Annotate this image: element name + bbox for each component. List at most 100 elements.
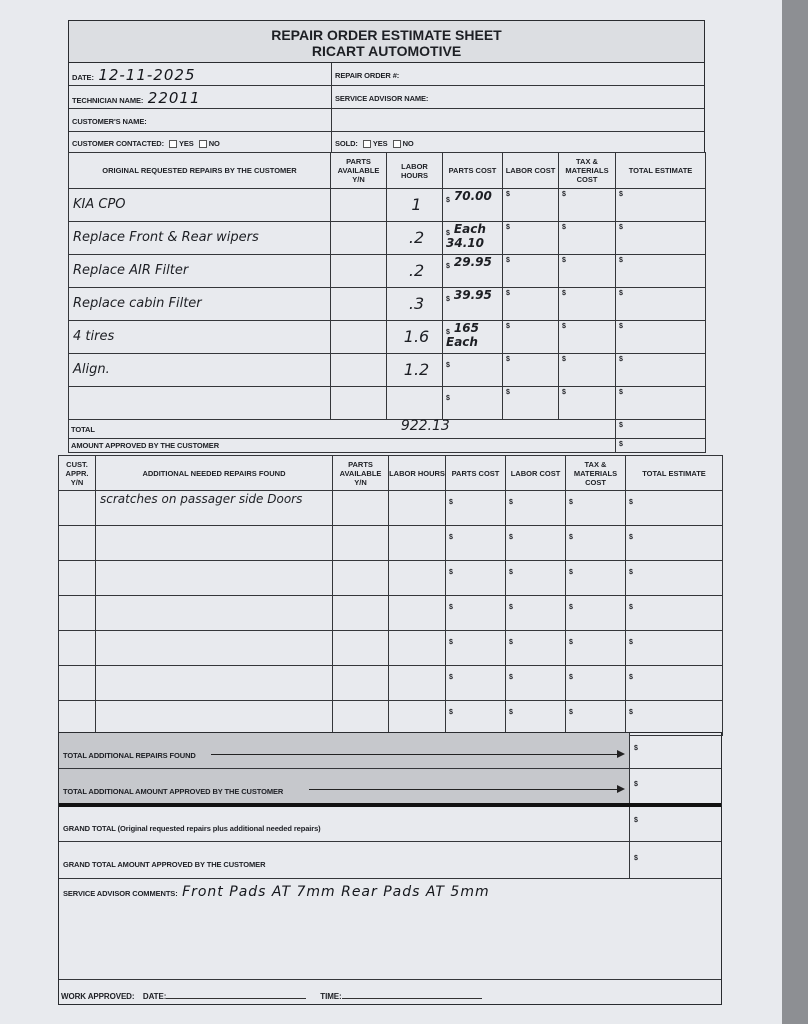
parts-cost[interactable]: $39.95 [442, 287, 503, 321]
labor-cost[interactable]: $ [502, 188, 559, 222]
parts-cost[interactable]: $ [445, 490, 506, 526]
total-estimate[interactable]: $ [625, 595, 723, 631]
labor-hours[interactable]: 1 [386, 186, 443, 220]
total-estimate[interactable]: $ [615, 221, 706, 255]
customer-approved[interactable] [58, 595, 96, 631]
parts-cost[interactable]: $ Each 34.10 [442, 221, 503, 255]
customer-approved[interactable] [58, 665, 96, 701]
labor-cost[interactable]: $ [502, 221, 559, 255]
contacted-yes-checkbox[interactable] [169, 140, 177, 149]
tax-materials-cost[interactable]: $ [565, 595, 626, 631]
labor-cost[interactable]: $ [505, 630, 566, 666]
total-estimate[interactable]: $ [615, 287, 706, 321]
labor-hours[interactable]: .2 [386, 252, 443, 286]
parts-available[interactable] [332, 490, 389, 526]
repair-description[interactable]: Replace AIR Filter [68, 252, 331, 286]
parts-available[interactable] [332, 525, 389, 561]
repair-description[interactable]: scratches on passager side Doors [95, 490, 333, 526]
labor-hours[interactable] [388, 595, 446, 631]
parts-available[interactable] [332, 630, 389, 666]
tax-materials-cost[interactable]: $ [558, 221, 616, 255]
labor-cost[interactable]: $ [505, 665, 566, 701]
sold-yes-checkbox[interactable] [362, 140, 371, 149]
labor-cost[interactable]: $ [502, 386, 559, 420]
labor-hours[interactable] [388, 700, 446, 736]
tax-materials-cost[interactable]: $ [558, 386, 616, 420]
tax-materials-cost[interactable]: $ [558, 353, 616, 387]
labor-hours[interactable] [388, 525, 446, 561]
total-estimate[interactable]: $ [615, 353, 706, 387]
parts-cost[interactable]: $165 Each [442, 320, 503, 354]
customer-approved[interactable] [58, 630, 96, 666]
date-line[interactable] [166, 998, 307, 999]
tax-materials-cost[interactable]: $ [565, 630, 626, 666]
date-field[interactable]: DATE: 12-11-2025 [72, 66, 196, 85]
repair-description[interactable] [95, 525, 333, 561]
parts-available[interactable] [330, 188, 387, 222]
tax-materials-cost[interactable]: $ [558, 287, 616, 321]
repair-description[interactable] [95, 630, 333, 666]
labor-hours[interactable] [388, 665, 446, 701]
customer-approved[interactable] [58, 490, 96, 526]
tax-materials-cost[interactable]: $ [565, 560, 626, 596]
technician-field[interactable]: TECHNICIAN NAME: 22011 [72, 89, 201, 108]
parts-cost[interactable]: $70.00 [442, 188, 503, 222]
tax-materials-cost[interactable]: $ [558, 320, 616, 354]
parts-available[interactable] [332, 595, 389, 631]
labor-hours[interactable] [388, 560, 446, 596]
total-estimate[interactable]: $ [625, 700, 723, 736]
contacted-no-checkbox[interactable] [198, 140, 207, 149]
tax-materials-cost[interactable]: $ [558, 254, 616, 288]
parts-available[interactable] [330, 320, 387, 354]
parts-cost[interactable]: $ [445, 525, 506, 561]
total-estimate[interactable]: $ [625, 630, 723, 666]
parts-available[interactable] [330, 287, 387, 321]
total-estimate[interactable]: $ [625, 525, 723, 561]
parts-available[interactable] [330, 221, 387, 255]
customer-approved[interactable] [58, 560, 96, 596]
labor-cost[interactable]: $ [505, 700, 566, 736]
repair-description[interactable] [95, 595, 333, 631]
parts-cost[interactable]: $ [442, 353, 503, 387]
total-estimate[interactable]: $ [615, 320, 706, 354]
total-estimate[interactable]: $ [625, 490, 723, 526]
repair-description[interactable]: Replace Front & Rear wipers [68, 219, 331, 253]
approved-amount[interactable]: $ [615, 438, 706, 453]
parts-available[interactable] [330, 386, 387, 420]
labor-cost[interactable]: $ [505, 525, 566, 561]
parts-available[interactable] [330, 353, 387, 387]
labor-hours[interactable]: .2 [386, 219, 443, 253]
repair-description[interactable] [95, 665, 333, 701]
labor-cost[interactable]: $ [505, 560, 566, 596]
labor-cost[interactable]: $ [502, 254, 559, 288]
total-estimate[interactable]: $ [615, 254, 706, 288]
parts-cost[interactable]: $ [445, 630, 506, 666]
customer-approved[interactable] [58, 525, 96, 561]
labor-hours[interactable] [388, 630, 446, 666]
parts-available[interactable] [332, 700, 389, 736]
tax-materials-cost[interactable]: $ [565, 700, 626, 736]
tax-materials-cost[interactable]: $ [558, 188, 616, 222]
comments-field[interactable]: SERVICE ADVISOR COMMENTS: Front Pads AT … [63, 883, 490, 901]
labor-cost[interactable]: $ [502, 287, 559, 321]
total-estimate[interactable]: $ [615, 386, 706, 420]
parts-cost[interactable]: $ [445, 665, 506, 701]
parts-cost[interactable]: $ [442, 386, 503, 420]
parts-available[interactable] [332, 665, 389, 701]
parts-cost[interactable]: $ [445, 595, 506, 631]
total-estimate[interactable]: $ [615, 188, 706, 222]
repair-description[interactable]: Align. [68, 351, 331, 385]
parts-available[interactable] [332, 560, 389, 596]
parts-cost[interactable]: $ [445, 700, 506, 736]
repair-description[interactable] [95, 560, 333, 596]
time-line[interactable] [341, 998, 482, 999]
total-estimate[interactable]: $ [625, 560, 723, 596]
labor-hours[interactable]: 1.2 [386, 351, 443, 385]
customer-approved[interactable] [58, 700, 96, 736]
sold-no-checkbox[interactable] [392, 140, 401, 149]
repair-description[interactable] [95, 700, 333, 736]
repair-description[interactable]: Replace cabin Filter [68, 285, 331, 319]
repair-description[interactable]: KIA CPO [68, 186, 331, 220]
tax-materials-cost[interactable]: $ [565, 490, 626, 526]
parts-available[interactable] [330, 254, 387, 288]
